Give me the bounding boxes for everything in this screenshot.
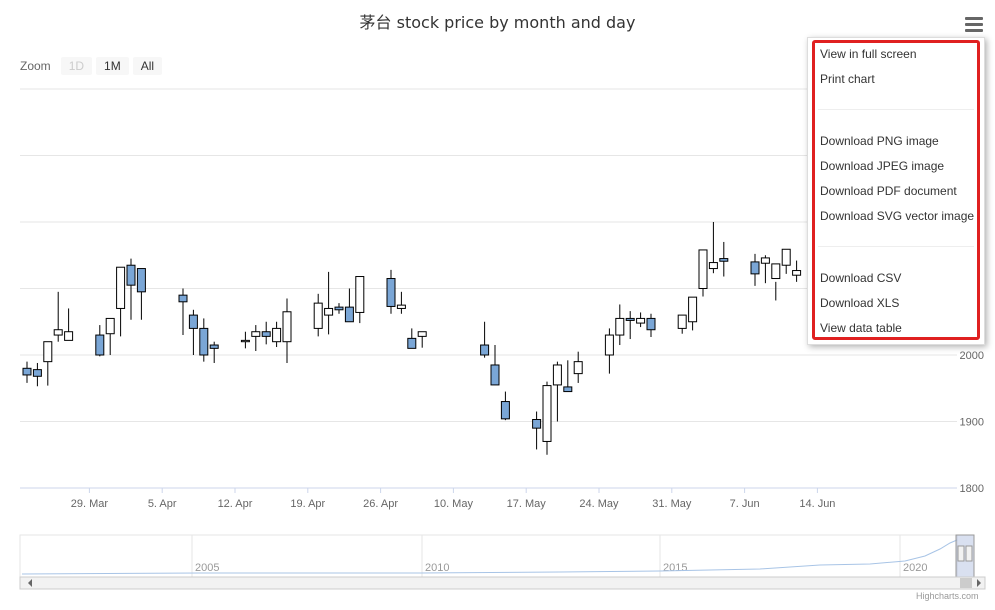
candle-body xyxy=(688,296,698,323)
menu-item-download-jpeg[interactable]: Download JPEG image xyxy=(820,159,945,173)
menu-item-download-pdf[interactable]: Download PDF document xyxy=(820,184,957,198)
y-tick-label: 1900 xyxy=(960,417,984,429)
candle-body xyxy=(240,339,250,343)
x-tick-label: 26. Apr xyxy=(363,498,398,510)
scrollbar-thumb xyxy=(960,578,972,588)
candle-body xyxy=(552,364,562,386)
candle-body xyxy=(792,270,802,276)
candle-body xyxy=(750,261,760,275)
candle-body xyxy=(604,334,614,356)
navigator-area xyxy=(19,534,958,578)
x-tick-label: 12. Apr xyxy=(218,498,253,510)
candle-body xyxy=(136,268,146,293)
candle-body xyxy=(64,331,74,341)
x-tick-label: 7. Jun xyxy=(730,498,760,510)
x-tick-label: 29. Mar xyxy=(71,498,109,510)
x-tick-label: 19. Apr xyxy=(290,498,325,510)
candle-body xyxy=(396,304,406,309)
scrollbar-track xyxy=(19,576,986,590)
candle-body xyxy=(532,419,542,429)
candle-body xyxy=(500,401,510,420)
candle-body xyxy=(22,367,32,376)
chart-title: 茅台 stock price by month and day xyxy=(359,13,636,32)
navigator-year-label: 2020 xyxy=(903,562,927,574)
candle-body xyxy=(209,344,219,349)
menu-item-download-xls[interactable]: Download XLS xyxy=(820,296,900,310)
candle-body xyxy=(646,317,656,331)
candle-body xyxy=(126,264,136,286)
zoom-all-button[interactable]: All xyxy=(132,57,163,75)
candle-body xyxy=(760,257,770,264)
candle-body xyxy=(573,361,583,375)
menu-item-download-png[interactable]: Download PNG image xyxy=(820,134,939,148)
x-tick-label: 14. Jun xyxy=(799,498,835,510)
y-tick-label: 2000 xyxy=(960,350,984,362)
candle-body xyxy=(417,331,427,337)
candle-body xyxy=(636,317,646,324)
menu-item-download-csv[interactable]: Download CSV xyxy=(820,271,902,285)
candle-body xyxy=(105,317,115,335)
navigator-handle-left xyxy=(957,545,965,562)
candle-body xyxy=(53,329,63,336)
candle-body xyxy=(542,385,552,442)
candle-body xyxy=(480,344,490,356)
export-context-menu: View in full screen Print chart Download… xyxy=(807,37,985,345)
candle-body xyxy=(324,307,334,316)
navigator-year-label: 2015 xyxy=(663,562,687,574)
navigator-handle-right xyxy=(965,545,973,562)
x-tick-label: 10. May xyxy=(434,498,474,510)
candle-body xyxy=(251,331,261,337)
menu-item-full-screen[interactable]: View in full screen xyxy=(820,47,917,61)
scroll-left-arrow-icon xyxy=(28,579,32,587)
candle-body xyxy=(563,386,573,393)
candle-body xyxy=(188,314,198,329)
menu-item-print-chart[interactable]: Print chart xyxy=(820,72,875,86)
menu-separator xyxy=(818,109,974,110)
candle-body xyxy=(625,317,635,321)
candle-body xyxy=(32,369,42,377)
candle-body xyxy=(282,311,292,343)
candle-body xyxy=(719,258,729,262)
zoom-1m-button[interactable]: 1M xyxy=(96,57,129,75)
y-tick-label: 1800 xyxy=(960,483,984,495)
candle-body xyxy=(43,341,53,363)
candle-body xyxy=(261,331,271,337)
candle-body xyxy=(708,262,718,270)
candle-body xyxy=(698,249,708,289)
candle-body xyxy=(615,317,625,336)
navigator-series xyxy=(21,539,958,575)
x-tick-label: 31. May xyxy=(652,498,692,510)
candle-body xyxy=(313,302,323,329)
candle-body xyxy=(178,294,188,303)
zoom-label: Zoom xyxy=(20,59,51,73)
range-selector: Zoom 1D 1M All xyxy=(20,57,166,75)
hamburger-menu-icon[interactable] xyxy=(962,14,986,36)
x-tick-label: 17. May xyxy=(507,498,547,510)
menu-item-view-data-table[interactable]: View data table xyxy=(820,321,902,335)
menu-item-download-svg[interactable]: Download SVG vector image xyxy=(820,209,975,223)
navigator-year-label: 2010 xyxy=(425,562,449,574)
candle-body xyxy=(272,327,282,343)
menu-separator xyxy=(818,246,974,247)
candle-body xyxy=(781,248,791,266)
candle-body xyxy=(407,337,417,349)
candle-body xyxy=(490,364,500,386)
candle-body xyxy=(344,306,354,323)
candle-body xyxy=(95,334,105,356)
candle-body xyxy=(355,276,365,313)
x-tick-label: 5. Apr xyxy=(148,498,177,510)
highcharts-credits[interactable]: Highcharts.com xyxy=(916,591,979,601)
candle-body xyxy=(771,263,781,280)
candle-body xyxy=(199,327,209,356)
candle-body xyxy=(677,314,687,329)
zoom-1d-button[interactable]: 1D xyxy=(60,57,93,75)
scroll-right-arrow-icon xyxy=(977,579,981,587)
navigator-year-label: 2005 xyxy=(195,562,219,574)
x-tick-label: 24. May xyxy=(579,498,619,510)
candle-body xyxy=(116,266,126,309)
candle-body xyxy=(334,306,344,311)
candle-body xyxy=(386,278,396,307)
